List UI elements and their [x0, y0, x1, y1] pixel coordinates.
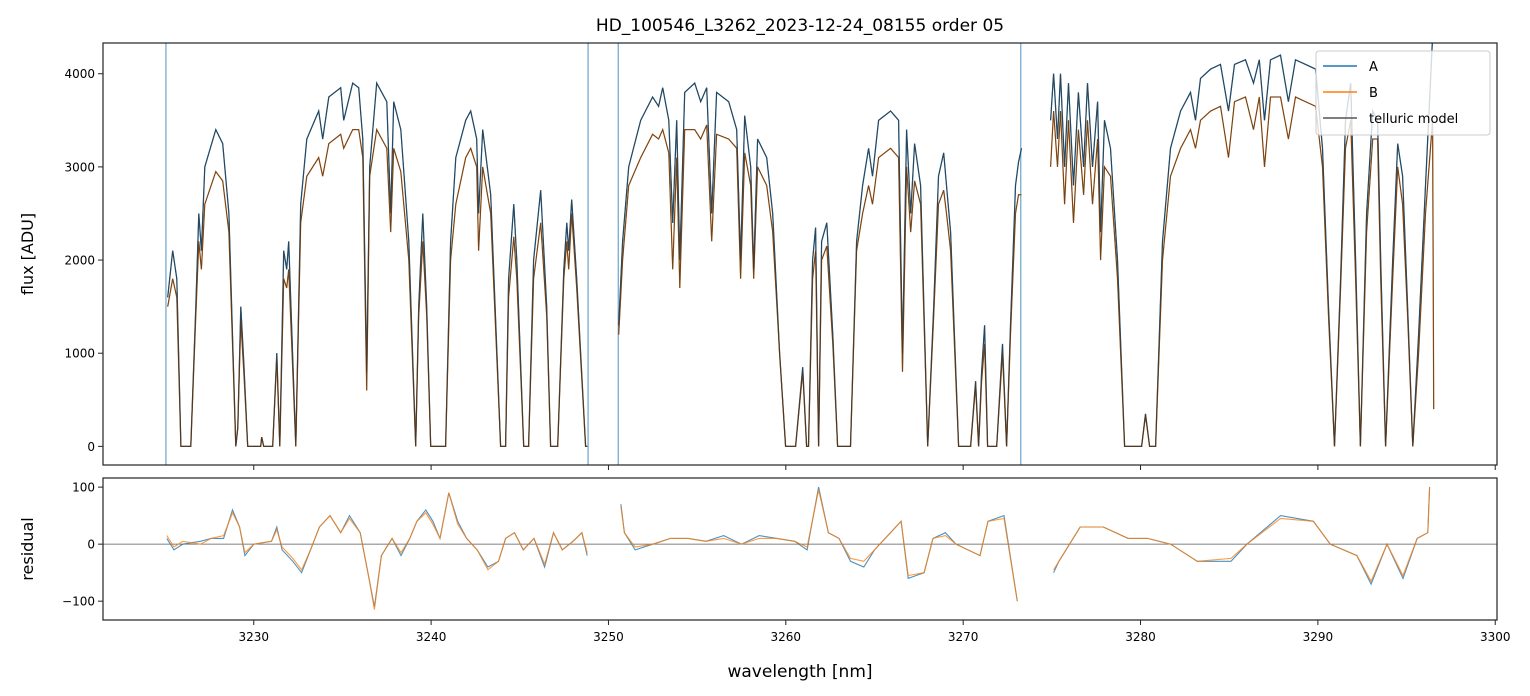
residual-panel: 3230 3240 3250 3260 3270 3280 3290 3300 −100 0 100 [62, 477, 1511, 644]
y-tick-label: 0 [87, 538, 95, 552]
series-b-residual-line [1053, 487, 1431, 583]
x-tick-label: 3290 [1303, 630, 1334, 644]
flux-axes-frame [102, 42, 1498, 466]
chart-title: HD_100546_L3262_2023-12-24_08155 order 0… [596, 16, 1004, 36]
residual-plot-area [103, 486, 1497, 610]
y-tick-label: 1000 [64, 347, 95, 361]
telluric-model-line [167, 128, 588, 447]
series-b-residual-line [620, 489, 1018, 602]
y-tick-label: 4000 [64, 67, 95, 81]
series-b-flux-line [1049, 96, 1435, 448]
y-tick-label: 0 [87, 440, 95, 454]
telluric-model-line [618, 124, 1022, 447]
series-b-flux-line [618, 124, 1022, 448]
y-tick-label: 2000 [64, 254, 95, 268]
series-a-residual-line [1053, 487, 1431, 586]
x-tick-label: 3260 [771, 630, 802, 644]
flux-axis-label: flux [ADU] [18, 213, 37, 295]
residual-axis-label: residual [18, 517, 37, 580]
y-tick-label: −100 [62, 595, 95, 609]
x-tick-label: 3240 [416, 630, 447, 644]
x-tick-label: 3250 [593, 630, 624, 644]
x-tick-label: 3300 [1480, 630, 1511, 644]
x-tick-label: 3270 [948, 630, 979, 644]
wavelength-axis-label: wavelength [nm] [727, 662, 872, 682]
x-tick-label: 3280 [1125, 630, 1156, 644]
legend-label-b: B [1369, 86, 1378, 101]
y-tick-label: 3000 [64, 160, 95, 174]
legend-label-telluric: telluric model [1369, 112, 1458, 127]
series-b-residual-line [166, 492, 588, 610]
flux-panel: 0 1000 2000 3000 4000 [64, 42, 1498, 470]
telluric-model-line [1050, 96, 1435, 447]
y-tick-label: 100 [72, 481, 95, 495]
legend-label-a: A [1369, 60, 1378, 75]
residual-axes-frame [102, 477, 1498, 621]
x-tick-label: 3230 [238, 630, 269, 644]
legend: A B telluric model [1315, 50, 1491, 136]
telluric-model-line [167, 81, 588, 447]
flux-plot-area [165, 43, 1435, 465]
